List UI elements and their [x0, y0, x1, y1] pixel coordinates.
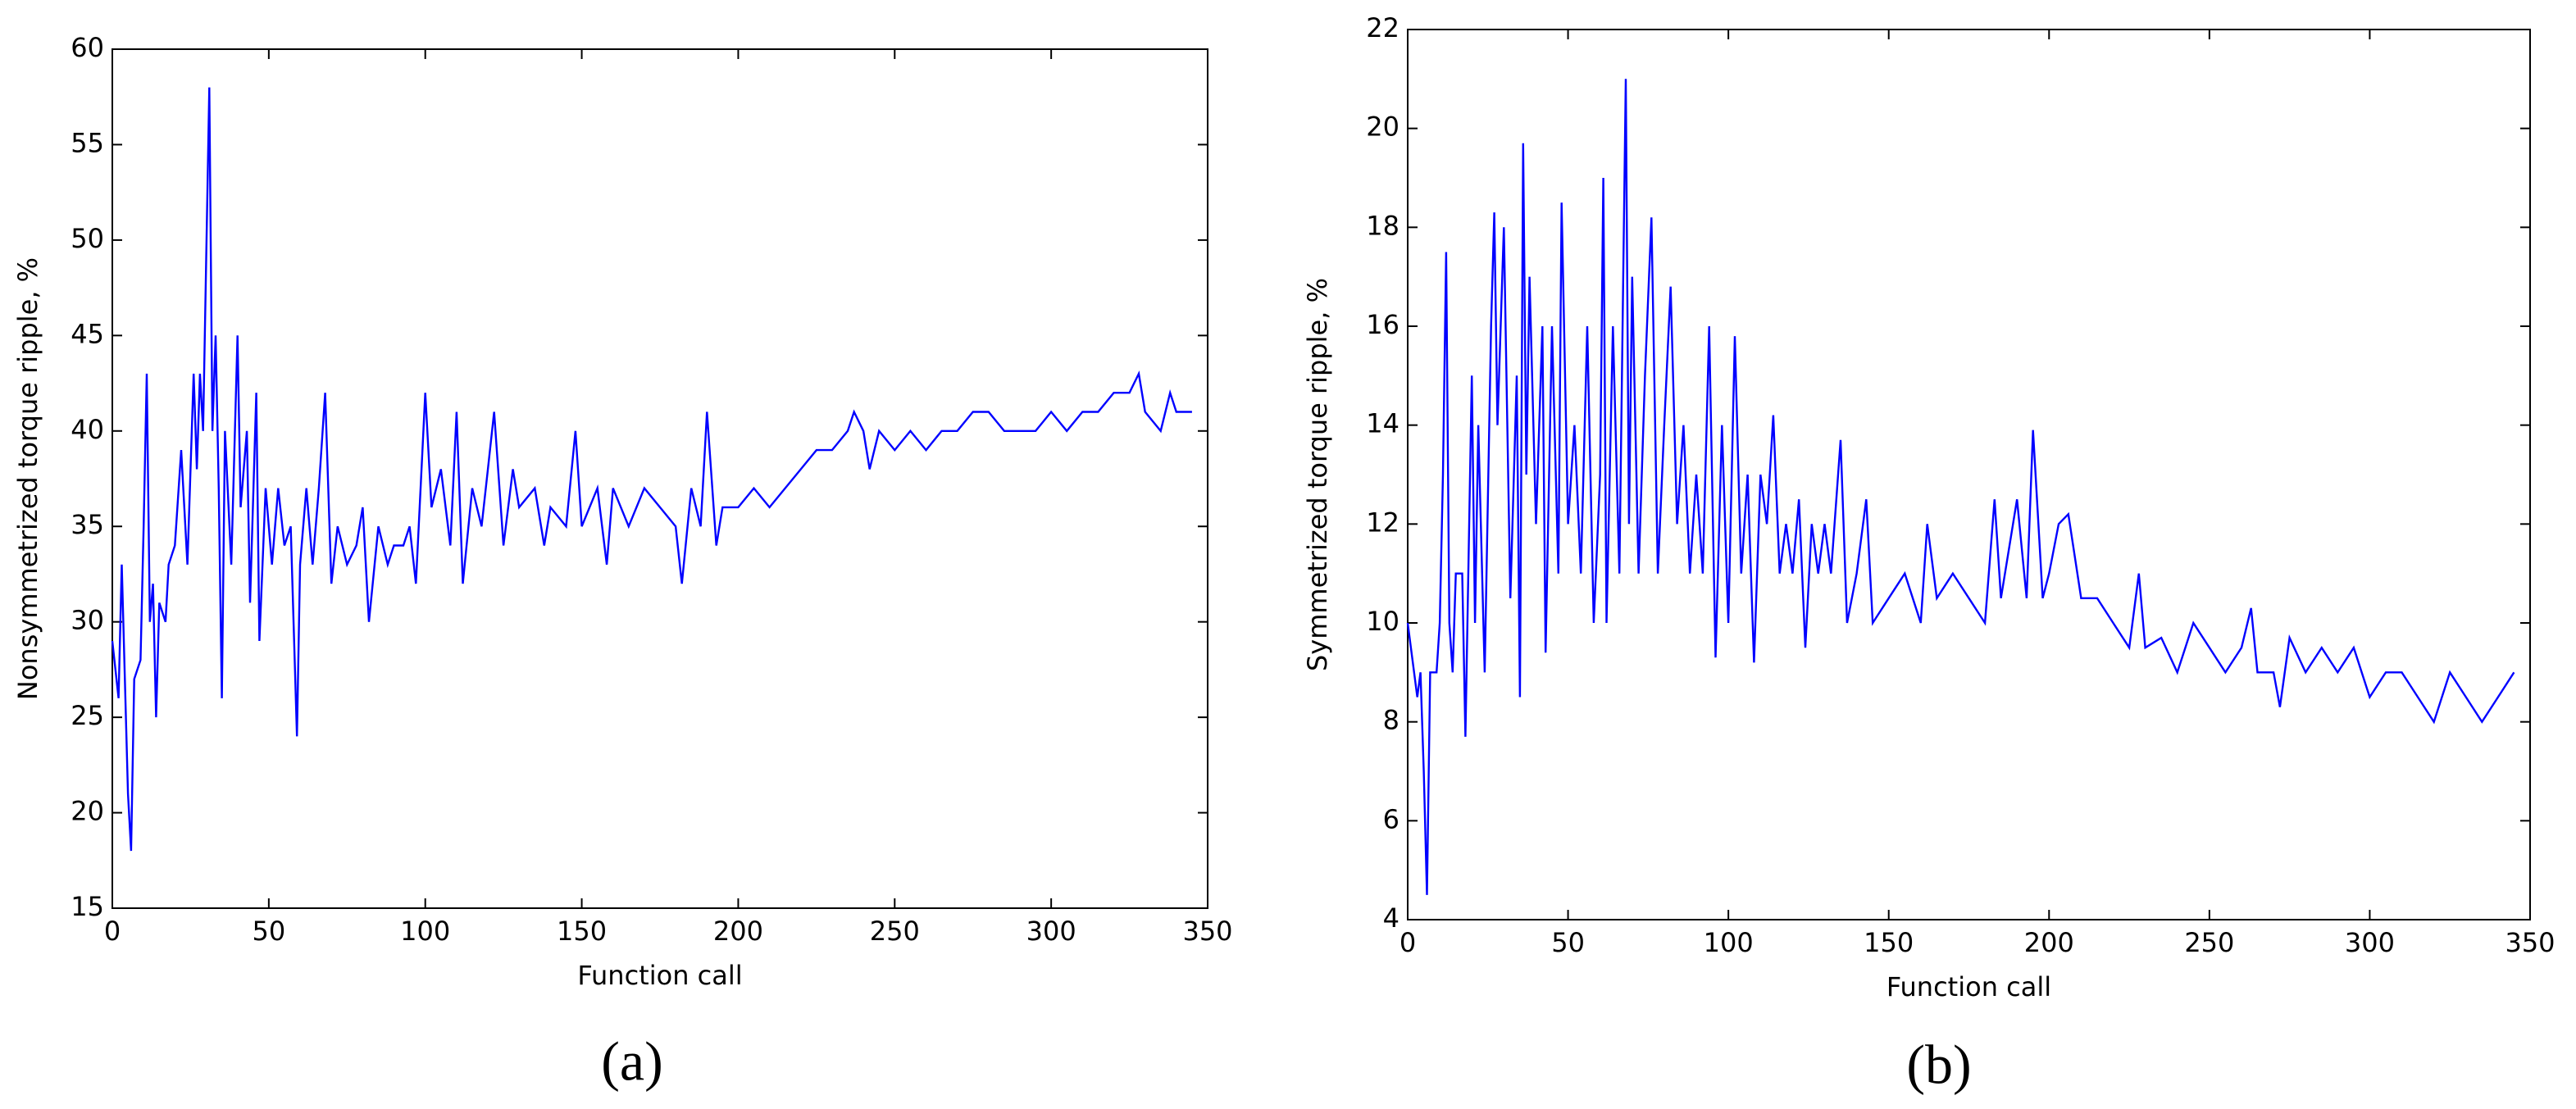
data-line [1406, 79, 2515, 895]
x-tick-label: 250 [870, 916, 920, 947]
y-tick-label: 18 [1366, 210, 1400, 241]
x-tick-label: 200 [713, 916, 763, 947]
x-tick-label: 150 [1864, 927, 1914, 958]
y-tick-label: 16 [1366, 309, 1400, 340]
x-tick-label: 100 [1704, 927, 1754, 958]
y-tick-label: 12 [1366, 507, 1400, 538]
y-tick-label: 60 [71, 32, 104, 63]
x-axis-label: Function call [577, 960, 742, 991]
y-tick-label: 8 [1383, 705, 1400, 736]
x-tick-label: 300 [2345, 927, 2395, 958]
plot-frame [112, 48, 1208, 909]
y-tick-label: 15 [71, 891, 104, 922]
x-tick-label: 300 [1026, 916, 1076, 947]
y-tick-label: 22 [1366, 12, 1400, 43]
y-tick-label: 14 [1366, 408, 1400, 439]
y-tick-label: 45 [71, 318, 104, 349]
x-tick-label: 0 [1400, 927, 1416, 958]
y-tick-label: 20 [1366, 111, 1400, 143]
y-tick-label: 50 [71, 223, 104, 254]
y-tick-label: 25 [71, 700, 104, 731]
x-axis-label: Function call [1886, 971, 2051, 1002]
x-tick-label: 200 [2024, 927, 2074, 958]
y-axis-label: Nonsymmetrized torque ripple, % [12, 257, 43, 700]
y-tick-label: 55 [71, 127, 104, 158]
caption: (b) [1906, 1034, 1971, 1096]
x-tick-label: 250 [2184, 927, 2234, 958]
x-tick-label: 350 [2505, 927, 2555, 958]
plot-frame [1407, 29, 2531, 920]
y-tick-label: 10 [1366, 606, 1400, 637]
y-axis-label: Symmetrized torque ripple, % [1302, 278, 1333, 671]
y-tick-label: 20 [71, 796, 104, 827]
x-tick-label: 150 [557, 916, 607, 947]
y-tick-label: 6 [1383, 803, 1400, 834]
y-tick-label: 40 [71, 414, 104, 445]
x-tick-label: 50 [1551, 927, 1585, 958]
x-tick-label: 0 [104, 916, 121, 947]
y-tick-label: 30 [71, 605, 104, 636]
y-tick-label: 4 [1383, 902, 1400, 934]
x-tick-label: 350 [1182, 916, 1232, 947]
data-line [111, 87, 1192, 852]
y-tick-label: 35 [71, 509, 104, 540]
x-tick-label: 100 [400, 916, 450, 947]
caption: (a) [601, 1030, 662, 1093]
x-tick-label: 50 [252, 916, 285, 947]
